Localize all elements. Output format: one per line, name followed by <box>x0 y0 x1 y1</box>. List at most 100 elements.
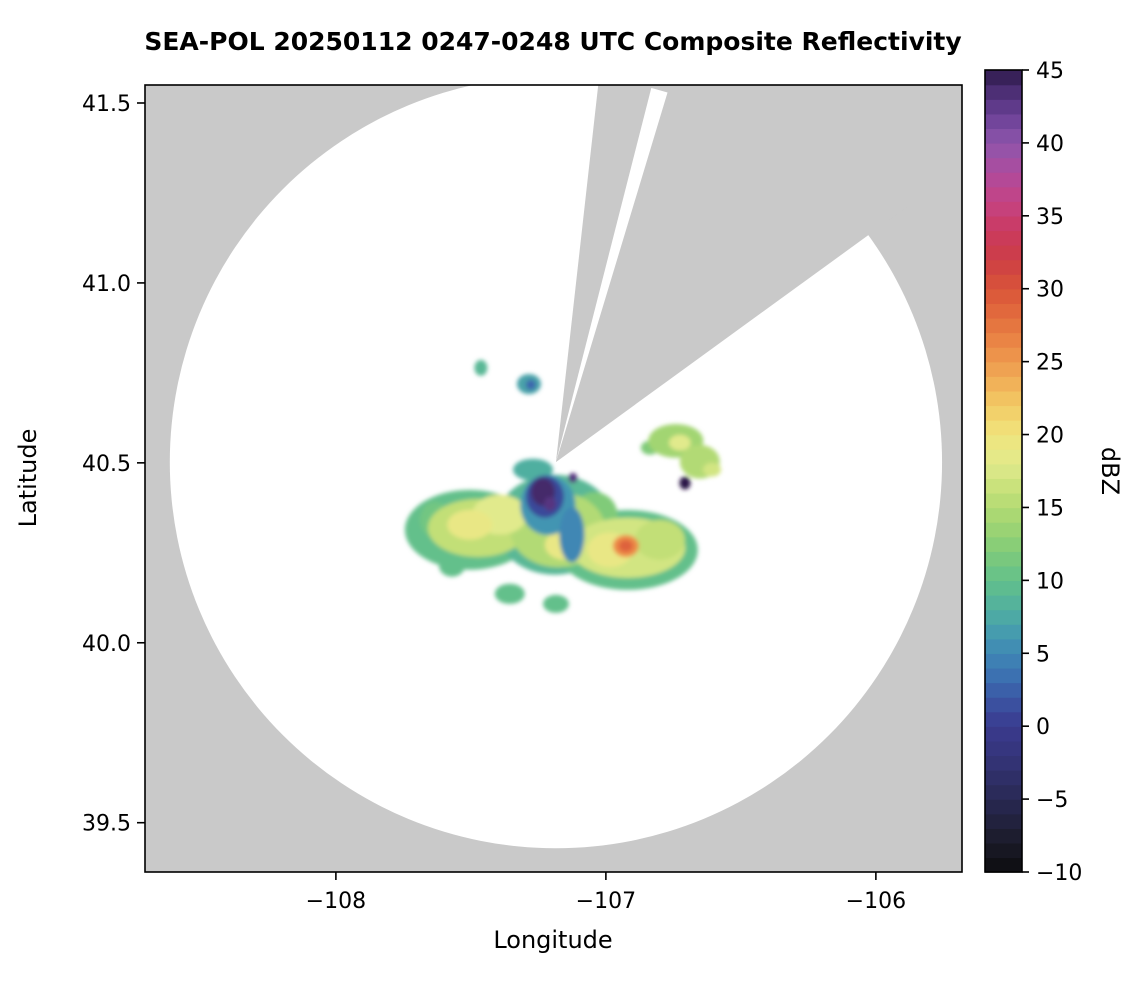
echo-cell <box>679 476 691 490</box>
y-tick-label: 41.0 <box>82 272 131 297</box>
echo-cell <box>559 507 585 563</box>
colorbar-segment <box>985 390 1022 407</box>
colorbar-tick-label: 20 <box>1036 424 1064 449</box>
colorbar-segment <box>985 755 1022 771</box>
colorbar: 45 40 35 30 25 20 15 10 5 0 −5 −10 dBZ <box>984 59 1124 886</box>
colorbar-segment <box>985 142 1022 159</box>
colorbar-segment <box>985 434 1022 450</box>
y-tick-label: 40.0 <box>82 632 131 657</box>
colorbar-segment <box>985 682 1022 698</box>
echo-cell <box>634 519 685 560</box>
colorbar-segment <box>985 609 1022 625</box>
y-axis-label: Latitude <box>14 429 42 528</box>
plot-frame <box>144 84 963 873</box>
colorbar-segment <box>985 405 1022 421</box>
echo-cell <box>474 359 488 376</box>
colorbar-segment <box>985 361 1022 377</box>
colorbar-tick-label: 5 <box>1036 642 1050 667</box>
reflectivity-echoes <box>404 359 722 613</box>
x-axis-ticks: −108 −107 −106 <box>306 872 906 914</box>
colorbar-segment <box>985 813 1022 829</box>
colorbar-segment <box>985 172 1022 188</box>
colorbar-segment <box>985 740 1022 757</box>
colorbar-tick-label: 10 <box>1036 569 1064 594</box>
colorbar-segment <box>985 347 1022 363</box>
missing-sector-wedge <box>555 85 653 463</box>
echo-cell <box>439 554 465 577</box>
x-tick-label: −108 <box>306 889 366 914</box>
colorbar-segment <box>985 638 1022 654</box>
colorbar-segment <box>985 726 1022 742</box>
colorbar-tick-label: −5 <box>1036 788 1068 813</box>
colorbar-label: dBZ <box>1096 447 1124 495</box>
echo-cell <box>447 509 493 540</box>
colorbar-segment <box>985 288 1022 305</box>
colorbar-segment <box>985 303 1022 319</box>
colorbar-segment <box>985 580 1022 596</box>
x-tick-label: −107 <box>576 889 636 914</box>
colorbar-segment <box>985 522 1022 538</box>
colorbar-tick-label: 45 <box>1036 59 1064 84</box>
x-tick-label: −106 <box>846 889 906 914</box>
echo-cell <box>618 540 633 552</box>
colorbar-segment <box>985 492 1022 509</box>
missing-data-sectors <box>555 85 962 463</box>
colorbar-segment <box>985 128 1022 144</box>
colorbar-segment <box>985 157 1022 173</box>
colorbar-segment <box>985 259 1022 275</box>
colorbar-tick-label: −10 <box>1036 861 1082 886</box>
colorbar-segment <box>985 624 1022 640</box>
colorbar-segment <box>985 565 1022 582</box>
colorbar-tick-label: 15 <box>1036 496 1064 521</box>
plot-area <box>144 84 963 873</box>
colorbar-segment <box>985 697 1022 713</box>
echo-cell <box>702 462 722 477</box>
colorbar-segment <box>985 667 1022 684</box>
colorbar-segment <box>985 857 1022 873</box>
colorbar-segment <box>985 799 1022 815</box>
colorbar-segment <box>985 594 1022 611</box>
colorbar-segment <box>985 419 1022 436</box>
colorbar-segment <box>985 317 1022 334</box>
echo-cell <box>544 496 556 511</box>
x-axis-label: Longitude <box>493 926 612 954</box>
colorbar-segment <box>985 215 1022 232</box>
echo-cell <box>568 472 578 483</box>
colorbar-segment <box>985 536 1022 552</box>
colorbar-segment <box>985 244 1022 261</box>
colorbar-segment <box>985 332 1022 348</box>
colorbar-tick-label: 40 <box>1036 132 1064 157</box>
colorbar-segment <box>985 828 1022 844</box>
colorbar-segment <box>985 551 1022 567</box>
colorbar-tick-label: 30 <box>1036 278 1064 303</box>
colorbar-segment <box>985 653 1022 669</box>
colorbar-segment <box>985 376 1022 392</box>
echo-cell <box>668 434 691 451</box>
colorbar-segment <box>985 230 1022 246</box>
colorbar-segment <box>985 449 1022 465</box>
colorbar-gradient <box>985 70 1022 873</box>
colorbar-segment <box>985 784 1022 800</box>
y-tick-label: 39.5 <box>82 812 131 837</box>
echo-cell <box>525 379 536 390</box>
colorbar-segment <box>985 113 1022 130</box>
echo-cell <box>494 583 525 604</box>
colorbar-segment <box>985 842 1022 859</box>
colorbar-segment <box>985 84 1022 100</box>
colorbar-segment <box>985 463 1022 479</box>
colorbar-tick-label: 25 <box>1036 351 1064 376</box>
echo-cell <box>542 594 569 613</box>
y-tick-label: 41.5 <box>82 92 131 117</box>
figure-title: SEA-POL 20250112 0247-0248 UTC Composite… <box>144 27 961 56</box>
colorbar-segment <box>985 507 1022 523</box>
missing-sector-wedge <box>555 85 962 463</box>
colorbar-segment <box>985 201 1022 217</box>
colorbar-segment <box>985 274 1022 290</box>
colorbar-segment <box>985 711 1022 727</box>
colorbar-segment <box>985 70 1022 86</box>
colorbar-segment <box>985 186 1022 202</box>
y-tick-label: 40.5 <box>82 452 131 477</box>
colorbar-segment <box>985 478 1022 494</box>
